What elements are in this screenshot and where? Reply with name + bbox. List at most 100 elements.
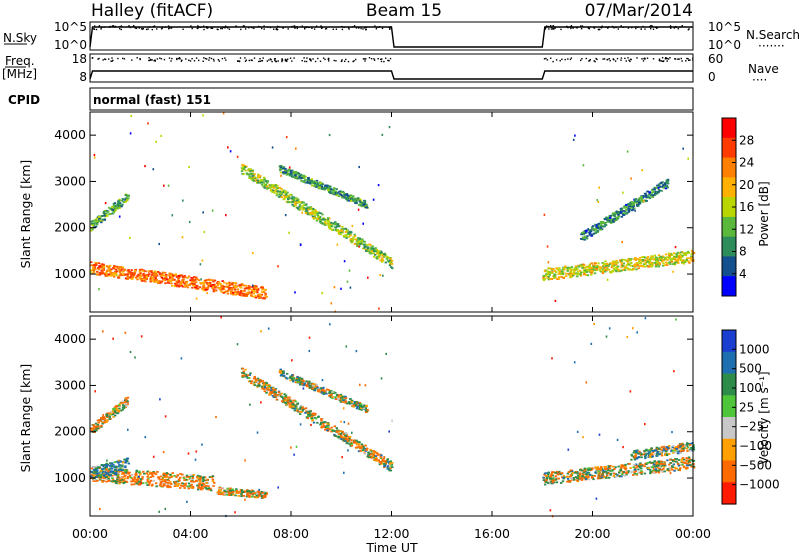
power-cell bbox=[606, 217, 610, 220]
velocity-cell bbox=[124, 466, 127, 469]
power-cell bbox=[95, 263, 98, 266]
velocity-cell bbox=[114, 407, 117, 410]
power-cell bbox=[321, 183, 324, 185]
power-cell bbox=[595, 269, 598, 271]
velocity-cell bbox=[324, 426, 328, 428]
velocity-cell bbox=[298, 408, 301, 410]
velocity-cell bbox=[232, 491, 235, 493]
noise-dot bbox=[550, 25, 552, 27]
noise-dot bbox=[311, 27, 313, 29]
noise-dot bbox=[304, 27, 306, 29]
velocity-cell bbox=[90, 427, 93, 430]
power-cell bbox=[158, 272, 161, 274]
noise-dot bbox=[140, 28, 143, 30]
power-cell bbox=[608, 263, 612, 266]
nave-dot bbox=[156, 58, 159, 60]
velocity-cell bbox=[198, 483, 201, 485]
nave-dot bbox=[180, 60, 183, 62]
velocity-cell bbox=[125, 458, 128, 461]
power-cell bbox=[264, 292, 267, 295]
power-cell bbox=[553, 270, 557, 272]
power-cell bbox=[680, 251, 683, 254]
power-cell bbox=[606, 268, 609, 271]
velocity-cell bbox=[92, 472, 96, 474]
nave-dot bbox=[268, 59, 270, 61]
power-cell bbox=[580, 238, 583, 240]
velocity-cell bbox=[355, 407, 359, 410]
noise-dot bbox=[242, 25, 245, 27]
velocity-cell bbox=[210, 489, 213, 492]
power-cell bbox=[542, 276, 545, 279]
power-cell bbox=[202, 286, 205, 288]
velocity-cell bbox=[341, 430, 344, 433]
velocity-cell bbox=[383, 466, 386, 469]
velocity-cell bbox=[299, 382, 302, 385]
power-cell bbox=[610, 222, 613, 224]
velocity-cell bbox=[204, 486, 207, 489]
power-cell bbox=[642, 263, 646, 266]
power-cell bbox=[338, 192, 342, 195]
velocity-cell bbox=[244, 490, 247, 493]
velocity-cell bbox=[105, 478, 108, 480]
velocity-cell bbox=[346, 440, 349, 442]
power-cell bbox=[678, 255, 681, 258]
velocity-cell bbox=[261, 491, 264, 494]
velocity-cell bbox=[95, 472, 98, 475]
power-cell bbox=[322, 187, 326, 189]
velocity-cell bbox=[331, 397, 334, 399]
power-cell bbox=[174, 273, 178, 276]
velocity-cell bbox=[199, 477, 202, 480]
power-cell bbox=[626, 211, 629, 214]
velocity-cell bbox=[362, 405, 365, 408]
nave-dot bbox=[628, 59, 630, 61]
power-cell bbox=[152, 275, 156, 278]
power-cell bbox=[658, 257, 662, 260]
power-cell bbox=[223, 281, 226, 284]
power-cell bbox=[621, 265, 624, 267]
velocity-cell bbox=[259, 495, 262, 497]
noise-dot bbox=[341, 25, 343, 28]
power-cell bbox=[292, 172, 295, 175]
velocity-cell bbox=[165, 472, 168, 474]
velocity-cell bbox=[164, 480, 167, 483]
velocity-cell bbox=[651, 469, 655, 472]
velocity-cell bbox=[115, 480, 119, 483]
power-cell bbox=[586, 235, 589, 237]
velocity-cell bbox=[93, 429, 96, 432]
velocity-cell bbox=[186, 475, 189, 478]
velocity-cell bbox=[113, 410, 116, 412]
velocity-cell bbox=[159, 484, 162, 486]
power-cell bbox=[185, 281, 188, 283]
nave-dot bbox=[620, 59, 622, 61]
power-cell bbox=[595, 267, 598, 270]
power-cell bbox=[284, 167, 287, 170]
velocity-cell bbox=[191, 475, 194, 478]
noise-dot bbox=[200, 26, 202, 28]
power-cell bbox=[314, 210, 318, 212]
velocity-cell bbox=[296, 409, 299, 412]
power-cell bbox=[251, 177, 255, 180]
velocity-cell bbox=[96, 479, 99, 482]
nave-dot bbox=[627, 57, 629, 59]
power-cell bbox=[295, 197, 298, 200]
nave-dot bbox=[593, 60, 595, 62]
power-cell bbox=[278, 196, 281, 198]
velocity-cell bbox=[117, 409, 121, 412]
velocity-cell bbox=[240, 489, 244, 491]
power-cell bbox=[582, 271, 585, 274]
velocity-cell bbox=[556, 472, 560, 474]
power-cell bbox=[630, 262, 633, 264]
noise-dot bbox=[348, 28, 350, 30]
power-cell bbox=[236, 288, 240, 291]
power-cell bbox=[674, 246, 677, 249]
power-cell bbox=[624, 205, 627, 208]
power-cell bbox=[110, 268, 113, 271]
power-cell bbox=[579, 273, 582, 276]
noise-dot bbox=[552, 27, 554, 30]
power-cell bbox=[381, 257, 384, 260]
power-cell bbox=[550, 278, 554, 280]
noise-dot bbox=[221, 27, 224, 30]
power-cell bbox=[315, 217, 318, 220]
power-cell bbox=[351, 224, 354, 228]
power-cell bbox=[381, 254, 384, 257]
